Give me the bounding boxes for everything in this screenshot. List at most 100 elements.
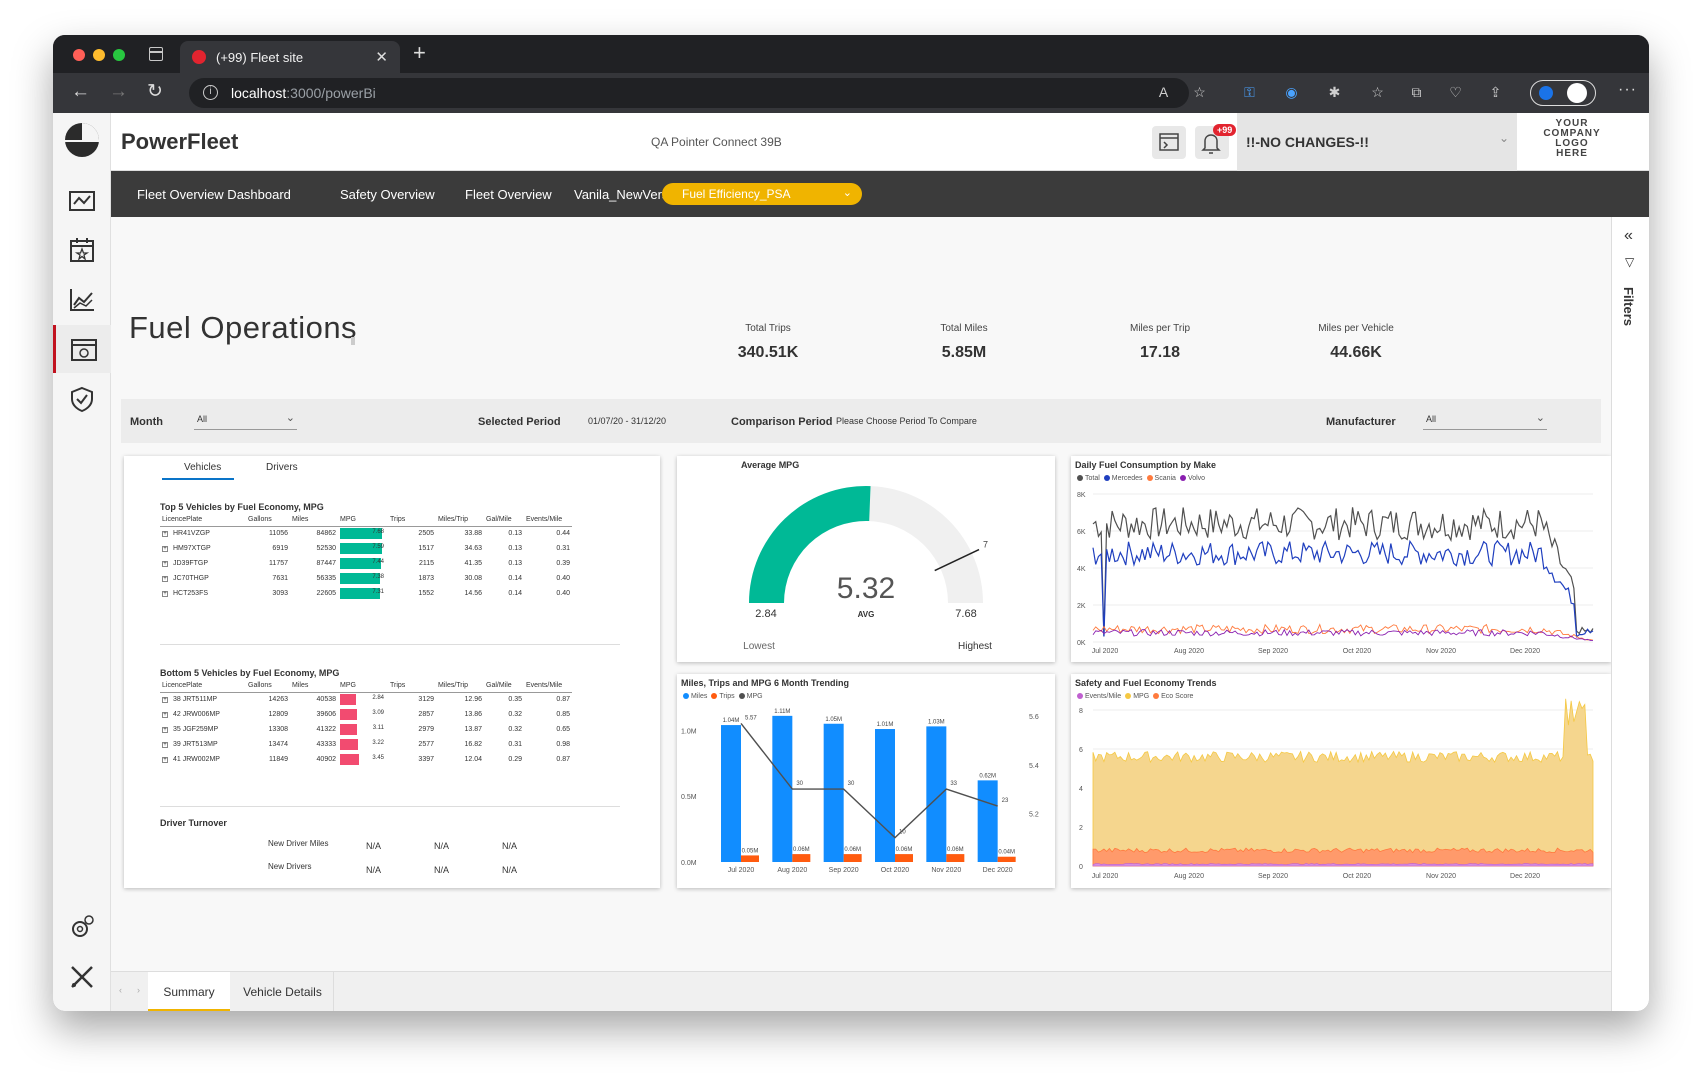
favorite-star-icon[interactable]: ☆: [1193, 84, 1206, 100]
column-header[interactable]: Gal/Mile: [484, 680, 524, 693]
sidebar-item-map[interactable]: [53, 177, 111, 225]
browser-tab[interactable]: (+99) Fleet site ✕: [180, 41, 400, 73]
column-header[interactable]: LicencePlate: [160, 680, 246, 693]
report-tab-safety-overview[interactable]: Safety Overview: [340, 187, 435, 202]
extension-key-icon[interactable]: ⚿: [1244, 84, 1255, 100]
expand-icon[interactable]: +: [162, 742, 168, 748]
expand-icon[interactable]: +: [162, 576, 168, 582]
maximize-window-button[interactable]: [113, 49, 125, 61]
table-row[interactable]: +38 JRT511MP 14263 40538 2.84 3129 12.96 0.35 0…: [160, 692, 572, 707]
sidebar-item-analytics[interactable]: [53, 276, 111, 324]
extensions-puzzle-icon[interactable]: ✱: [1328, 84, 1341, 100]
mpg-bar: 7.38: [340, 573, 386, 584]
table-row[interactable]: +35 JGF259MP 13308 41322 3.11 2979 13.87 0.32 0…: [160, 722, 572, 737]
column-header[interactable]: Trips: [388, 514, 436, 527]
extension-circle-icon[interactable]: ◉: [1285, 84, 1298, 100]
average-mpg-card: Average MPG 7 5.32 AVG 2.84 7.68 Lowest Highes…: [677, 456, 1055, 662]
column-header[interactable]: Gallons: [246, 680, 290, 693]
sidebar-item-calendar[interactable]: [53, 226, 111, 274]
legend-item[interactable]: Eco Score: [1153, 693, 1193, 700]
expand-icon[interactable]: +: [162, 712, 168, 718]
expand-icon[interactable]: +: [162, 531, 168, 538]
expand-icon[interactable]: +: [162, 697, 168, 704]
forward-icon[interactable]: →: [109, 81, 128, 102]
expand-icon[interactable]: +: [162, 757, 168, 763]
legend-item[interactable]: Trips: [711, 693, 735, 700]
expand-icon[interactable]: +: [162, 546, 168, 552]
comparison-period-value[interactable]: Please Choose Period To Compare: [836, 416, 977, 426]
column-header[interactable]: Miles/Trip: [436, 680, 484, 693]
next-page-icon[interactable]: ›: [137, 985, 140, 995]
expand-icon[interactable]: +: [162, 727, 168, 733]
month-select[interactable]: All ⌄: [194, 412, 297, 430]
prev-page-icon[interactable]: ‹: [119, 985, 122, 995]
column-header[interactable]: Miles: [290, 514, 338, 527]
table-row[interactable]: +41 JRW002MP 11849 40902 3.45 3397 12.04 0.29 0…: [160, 752, 572, 767]
expand-icon[interactable]: +: [162, 561, 168, 567]
table-row[interactable]: + HR41VZGP 11056 84862 7.68 2505 33.88 0.13 0.44: [160, 526, 572, 541]
address-bar[interactable]: i localhost:3000/powerBi: [189, 78, 1189, 108]
minimize-window-button[interactable]: [93, 49, 105, 61]
new-tab-icon[interactable]: +: [413, 40, 426, 65]
table-row[interactable]: + JD39FTGP 11757 87447 7.44 2115 41.35 0.13 0.39: [160, 556, 572, 571]
column-header[interactable]: MPG: [338, 514, 388, 527]
more-menu-icon[interactable]: ···: [1618, 81, 1637, 98]
collections-icon[interactable]: ⧉: [1411, 84, 1422, 100]
table-row[interactable]: + HCT253FS 3093 22605 7.31 1552 14.56 0.14 0.40: [160, 586, 572, 601]
tab-vehicles[interactable]: Vehicles: [184, 462, 222, 473]
filters-label[interactable]: Filters: [1621, 287, 1636, 327]
legend-item[interactable]: MPG: [738, 693, 763, 700]
column-header[interactable]: Events/Mile: [524, 680, 572, 693]
report-tab-vanila-newversion[interactable]: Vanila_NewVersion: [574, 187, 686, 202]
report-tab-fleet-overview-dashboard[interactable]: Fleet Overview Dashboard: [137, 187, 291, 202]
x-tick-label: Dec 2020: [983, 867, 1013, 874]
screen-switch-button[interactable]: [1152, 126, 1186, 159]
site-info-icon[interactable]: i: [203, 85, 218, 100]
share-icon[interactable]: ⇪: [1489, 84, 1502, 100]
report-select-fuel-efficiency[interactable]: Fuel Efficiency_PSA ⌄: [662, 183, 862, 205]
tab-actions-icon[interactable]: [149, 47, 163, 61]
table-row[interactable]: + HM97XTGP 6919 52530 7.59 1517 34.63 0.13 0.31: [160, 541, 572, 556]
expand-icon[interactable]: +: [162, 591, 168, 597]
close-tab-icon[interactable]: ✕: [375, 49, 388, 66]
sidebar-item-safety[interactable]: [53, 375, 111, 423]
legend-item[interactable]: Volvo: [1179, 475, 1205, 482]
page-tab-vehicle-details[interactable]: Vehicle Details: [232, 972, 334, 1011]
column-header[interactable]: Miles/Trip: [436, 514, 484, 527]
column-header[interactable]: Miles: [290, 680, 338, 693]
legend-item[interactable]: Scania: [1146, 475, 1176, 482]
profile-button[interactable]: [1530, 80, 1596, 106]
collapse-pane-icon[interactable]: «: [1624, 227, 1633, 244]
back-icon[interactable]: ←: [71, 81, 90, 102]
favorites-icon[interactable]: ☆: [1371, 84, 1384, 100]
powerfleet-logo-icon[interactable]: [65, 123, 99, 157]
table-row[interactable]: +39 JRT513MP 13474 43333 3.22 2577 16.82 0.31 0…: [160, 737, 572, 752]
legend-item[interactable]: MPG: [1125, 693, 1149, 700]
column-header[interactable]: Gallons: [246, 514, 290, 527]
sidebar-item-tools[interactable]: [53, 953, 111, 1001]
column-header[interactable]: LicencePlate: [160, 514, 246, 527]
table-row[interactable]: +42 JRW006MP 12809 39606 3.09 2857 13.86 0.32 0…: [160, 707, 572, 722]
notifications-button[interactable]: +99: [1195, 124, 1237, 159]
column-header[interactable]: Events/Mile: [524, 514, 572, 527]
page-tab-summary[interactable]: Summary: [148, 972, 230, 1011]
legend-item[interactable]: Total: [1077, 475, 1100, 482]
browser-essentials-icon[interactable]: ♡: [1449, 84, 1462, 100]
report-tab-fleet-overview[interactable]: Fleet Overview: [465, 187, 552, 202]
close-window-button[interactable]: [73, 49, 85, 61]
reload-icon[interactable]: ↻: [147, 81, 163, 102]
column-header[interactable]: Gal/Mile: [484, 514, 524, 527]
legend-item[interactable]: Mercedes: [1103, 475, 1143, 482]
sidebar-item-settings[interactable]: [53, 903, 111, 951]
column-header[interactable]: MPG: [338, 680, 388, 693]
tab-drivers[interactable]: Drivers: [266, 462, 298, 473]
column-header[interactable]: Trips: [388, 680, 436, 693]
manufacturer-select[interactable]: All ⌄: [1423, 412, 1547, 430]
legend-swatch: [683, 693, 689, 699]
legend-item[interactable]: Events/Mile: [1077, 693, 1121, 700]
sidebar-item-dashboard[interactable]: [53, 325, 111, 373]
legend-item[interactable]: Miles: [683, 693, 707, 700]
read-aloud-icon[interactable]: A: [1158, 84, 1169, 100]
table-row[interactable]: + JC70THGP 7631 56335 7.38 1873 30.08 0.14 0.40: [160, 571, 572, 586]
company-select[interactable]: !!-NO CHANGES-!! ⌄: [1237, 113, 1517, 171]
